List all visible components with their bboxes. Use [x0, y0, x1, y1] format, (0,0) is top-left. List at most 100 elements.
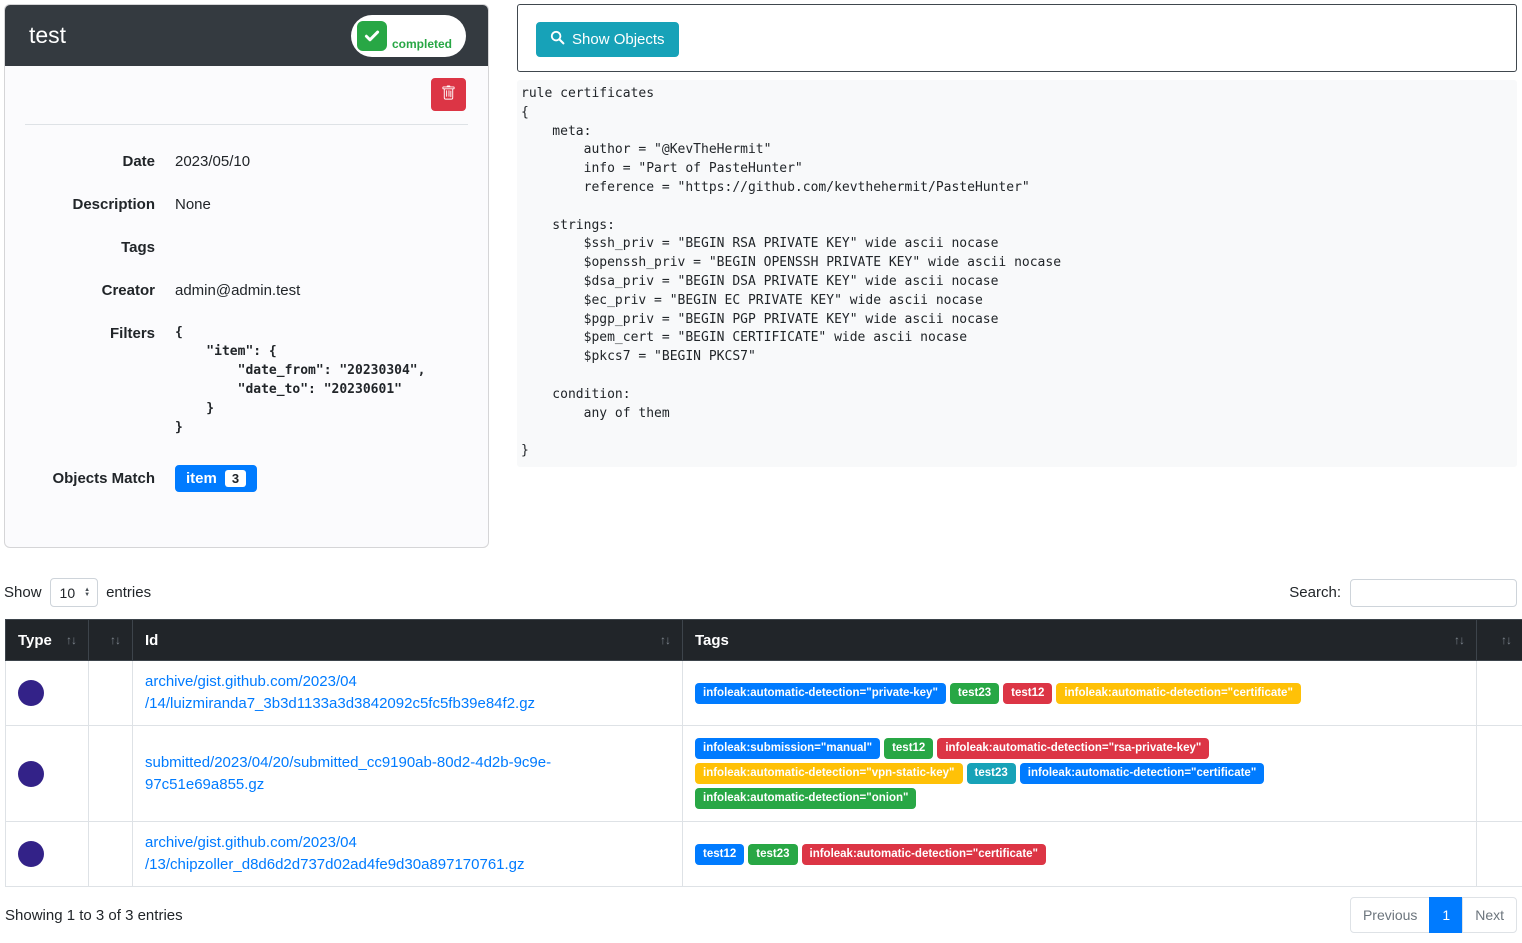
field-filters: Filters { "item": { "date_from": "202303… [25, 323, 468, 437]
table-row: archive/gist.github.com/2023/04/13/chipz… [6, 822, 1522, 887]
field-tags: Tags [25, 237, 468, 259]
tag-badge[interactable]: infoleak:automatic-detection="certificat… [802, 844, 1047, 865]
page-length-value: 10 [60, 585, 76, 601]
tag-badge[interactable]: test12 [1003, 683, 1052, 704]
objects-match-item-button[interactable]: item 3 [175, 465, 257, 492]
task-card-body: Date 2023/05/10 Description None Tags Cr… [5, 66, 488, 516]
pagination: Previous 1 Next [1350, 897, 1517, 933]
divider [25, 124, 468, 125]
page-length-select[interactable]: 10 ▲▼ [50, 578, 99, 607]
tag-badge[interactable]: test23 [967, 763, 1016, 784]
tags-cell: infoleak:automatic-detection="private-ke… [683, 661, 1477, 726]
tracker-task-card: test completed [4, 4, 489, 548]
column-header-extra[interactable]: ↑↓ [1477, 620, 1522, 661]
tag-badge[interactable]: test23 [748, 844, 797, 865]
field-label: Date [25, 151, 155, 173]
id-cell: submitted/2023/04/20/submitted_cc9190ab-… [133, 726, 683, 822]
column-header-id[interactable]: Id ↑↓ [133, 620, 683, 661]
top-section: test completed [4, 4, 1517, 548]
objects-match-item-label: item [186, 470, 217, 487]
item-id-link[interactable]: submitted/2023/04/20/submitted_cc9190ab-… [145, 754, 551, 793]
item-type-icon [18, 841, 44, 867]
sort-icon: ↑↓ [66, 633, 76, 647]
field-value: 2023/05/10 [175, 151, 250, 173]
tag-badge[interactable]: infoleak:automatic-detection="certificat… [1056, 683, 1301, 704]
table-row: submitted/2023/04/20/submitted_cc9190ab-… [6, 726, 1522, 822]
icon-cell [89, 822, 133, 887]
show-label: Show [4, 584, 42, 601]
column-label: Id [145, 632, 158, 649]
column-label: Type [18, 632, 52, 649]
filters-json: { "item": { "date_from": "20230304", "da… [175, 323, 425, 437]
trash-icon [441, 85, 456, 104]
tag-badge[interactable]: infoleak:automatic-detection="onion" [695, 788, 916, 809]
show-objects-button[interactable]: Show Objects [536, 22, 679, 57]
select-stepper-icon: ▲▼ [84, 588, 90, 598]
tag-badge[interactable]: infoleak:submission="manual" [695, 738, 880, 759]
objects-match-row: Objects Match item 3 [25, 465, 468, 492]
table-header-row: Type ↑↓ ↑↓ Id ↑↓ Tags ↑↓ ↑↓ [6, 620, 1522, 661]
item-id-link[interactable]: archive/gist.github.com/2023/04/14/luizm… [145, 673, 535, 712]
search-icon [550, 30, 565, 49]
tag-badge[interactable]: infoleak:automatic-detection="rsa-privat… [937, 738, 1209, 759]
tag-badge[interactable]: infoleak:automatic-detection="certificat… [1020, 763, 1265, 784]
tag-badge[interactable]: infoleak:automatic-detection="private-ke… [695, 683, 946, 704]
task-card-header: test completed [5, 5, 488, 66]
tag-badge[interactable]: test12 [884, 738, 933, 759]
field-value: admin@admin.test [175, 280, 300, 302]
item-id-link[interactable]: archive/gist.github.com/2023/04/13/chipz… [145, 834, 525, 873]
sort-icon: ↑↓ [1454, 633, 1464, 647]
sort-icon: ↑↓ [1501, 633, 1511, 647]
field-label: Tags [25, 237, 155, 259]
type-cell [6, 822, 89, 887]
page-length-control: Show 10 ▲▼ entries [4, 578, 151, 607]
icon-cell [89, 726, 133, 822]
status-badge: completed [351, 15, 466, 57]
objects-toolbar: Show Objects [517, 4, 1517, 72]
pagination-next[interactable]: Next [1462, 897, 1517, 933]
table-info: Showing 1 to 3 of 3 entries [4, 907, 183, 924]
type-cell [6, 726, 89, 822]
sort-icon: ↑↓ [660, 633, 670, 647]
objects-match-count-badge: 3 [225, 470, 246, 487]
table-footer: Showing 1 to 3 of 3 entries Previous 1 N… [4, 897, 1517, 933]
objects-table: Type ↑↓ ↑↓ Id ↑↓ Tags ↑↓ ↑↓ archive/gist.gi… [5, 619, 1522, 887]
column-header-icon[interactable]: ↑↓ [89, 620, 133, 661]
extra-cell [1477, 822, 1522, 887]
search-input[interactable] [1350, 579, 1517, 607]
column-label: Tags [695, 632, 729, 649]
pagination-page-1[interactable]: 1 [1429, 897, 1463, 933]
id-cell: archive/gist.github.com/2023/04/14/luizm… [133, 661, 683, 726]
status-badge-label: completed [392, 38, 452, 50]
field-label: Creator [25, 280, 155, 302]
extra-cell [1477, 661, 1522, 726]
item-type-icon [18, 761, 44, 787]
icon-cell [89, 661, 133, 726]
tag-badge[interactable]: test12 [695, 844, 744, 865]
table-controls: Show 10 ▲▼ entries Search: [4, 578, 1517, 607]
sort-icon: ↑↓ [110, 633, 120, 647]
item-type-icon [18, 680, 44, 706]
delete-button[interactable] [431, 78, 466, 111]
rule-section: Show Objects rule certificates { meta: a… [517, 4, 1517, 467]
field-creator: Creator admin@admin.test [25, 280, 468, 302]
id-cell: archive/gist.github.com/2023/04/13/chipz… [133, 822, 683, 887]
pagination-previous[interactable]: Previous [1350, 897, 1430, 933]
tag-badge[interactable]: test23 [950, 683, 999, 704]
check-icon [357, 21, 387, 51]
search-control: Search: [1289, 579, 1517, 607]
tag-badge[interactable]: infoleak:automatic-detection="vpn-static… [695, 763, 963, 784]
field-label: Objects Match [25, 468, 155, 490]
show-objects-label: Show Objects [572, 31, 665, 48]
column-header-type[interactable]: Type ↑↓ [6, 620, 89, 661]
field-description: Description None [25, 194, 468, 216]
extra-cell [1477, 726, 1522, 822]
field-date: Date 2023/05/10 [25, 151, 468, 173]
search-label: Search: [1289, 584, 1341, 601]
entries-label: entries [106, 584, 151, 601]
column-header-tags[interactable]: Tags ↑↓ [683, 620, 1477, 661]
yara-rule-code: rule certificates { meta: author = "@Kev… [517, 80, 1517, 467]
field-label: Filters [25, 323, 155, 437]
